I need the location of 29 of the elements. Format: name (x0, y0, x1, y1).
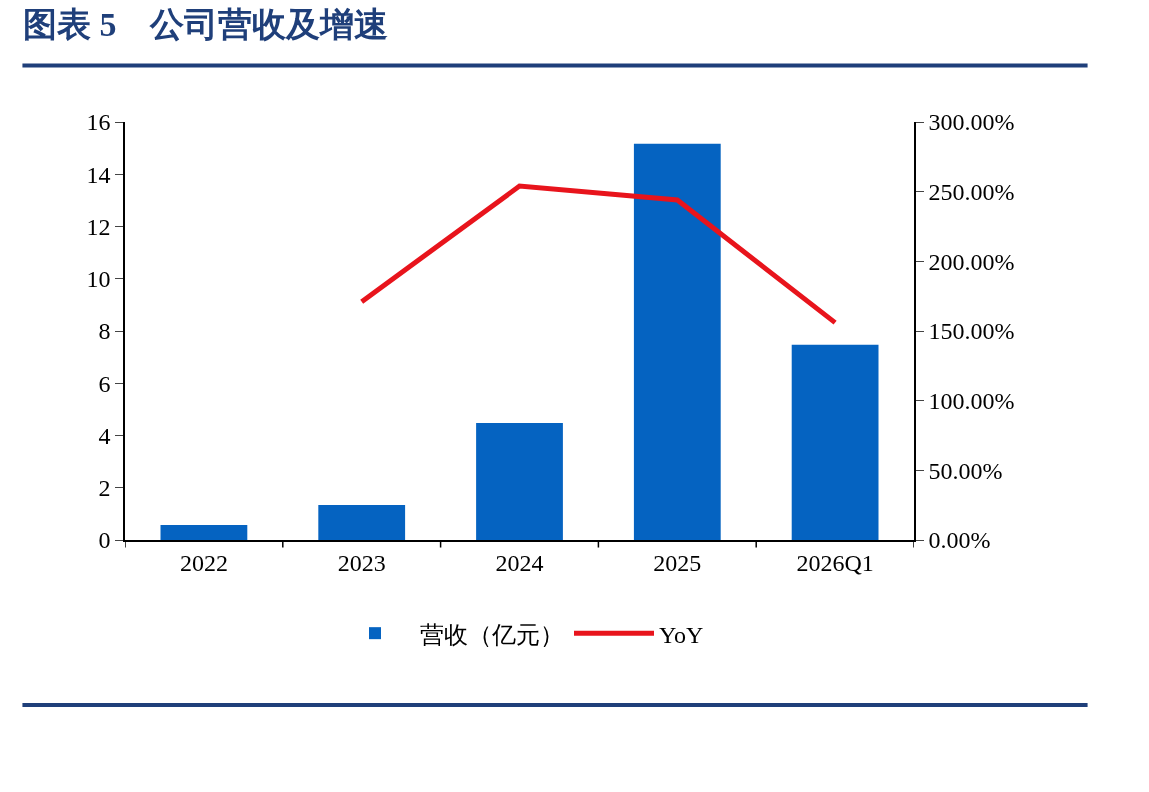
y-tick-label: 0 (98, 527, 111, 554)
chart-title: 图表 5 公司营收及增速 (22, 5, 389, 43)
y-tick-label: 6 (98, 370, 111, 397)
y2-tick-label: 50.00% (928, 457, 1003, 484)
x-tick-label: 2024 (495, 549, 544, 576)
x-tick-label: 2023 (337, 549, 386, 576)
x-tick-label: 2025 (653, 549, 702, 576)
y2-tick-label: 300.00% (928, 109, 1015, 136)
y2-tick-label: 100.00% (928, 388, 1015, 415)
y-tick-label: 16 (86, 109, 111, 136)
y-tick-label: 10 (86, 266, 111, 293)
y-tick-label: 4 (98, 422, 111, 449)
legend-label: YoY (659, 621, 704, 648)
y-tick-label: 8 (98, 318, 111, 345)
bar (160, 525, 248, 540)
y2-tick-label: 150.00% (928, 318, 1015, 345)
y-tick-label: 14 (86, 161, 111, 188)
y2-tick-label: 200.00% (928, 248, 1015, 275)
x-tick-label: 2022 (179, 549, 228, 576)
bar (476, 422, 563, 540)
bar (318, 504, 406, 540)
y-tick-label: 2 (98, 475, 111, 502)
legend-label: 营收（亿元） (420, 621, 564, 648)
y2-tick-label: 0.00% (928, 527, 991, 554)
y-tick-label: 12 (86, 213, 111, 240)
bar (791, 344, 879, 540)
y2-tick-label: 250.00% (928, 179, 1015, 206)
bar (633, 143, 721, 540)
x-tick-label: 2026Q1 (796, 549, 874, 576)
